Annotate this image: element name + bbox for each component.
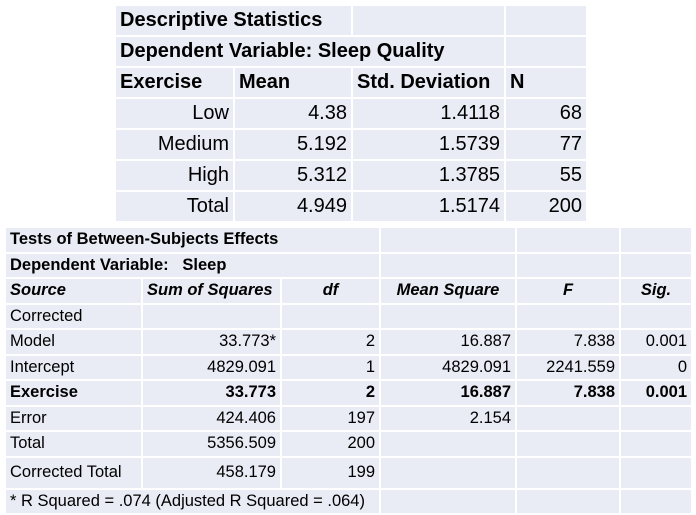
tests-row: Corrected Total 458.179 199 — [6, 456, 693, 490]
tests-ss: 458.179 — [142, 456, 282, 490]
tests-title: Tests of Between-Subjects Effects — [6, 228, 381, 254]
corrected-label: Corrected — [6, 303, 143, 330]
tests-ms: 16.887 — [380, 329, 517, 356]
tests-f — [516, 456, 621, 490]
tests-df: 197 — [281, 405, 381, 432]
desc-sd: 1.5174 — [352, 191, 506, 223]
desc-n: 55 — [505, 160, 588, 192]
desc-level: High — [116, 160, 235, 192]
desc-n: 77 — [505, 129, 588, 161]
tests-ss: 33.773 — [142, 380, 282, 407]
tests-ss: 5356.509 — [142, 431, 282, 458]
tests-header-ms: Mean Square — [380, 278, 517, 305]
desc-title: Descriptive Statistics — [116, 6, 353, 37]
tests-row: Exercise 33.773 2 16.887 7.838 0.001 — [6, 380, 693, 407]
tests-row: Total 5356.509 200 — [6, 431, 693, 458]
desc-n: 68 — [505, 98, 588, 130]
desc-mean: 4.949 — [234, 191, 353, 223]
tests-ms — [380, 431, 517, 458]
desc-level: Total — [116, 191, 235, 223]
tests-ms: 16.887 — [380, 380, 517, 407]
desc-row: Low 4.38 1.4118 68 — [116, 98, 588, 130]
tests-sig — [620, 405, 693, 432]
tests-df: 2 — [281, 380, 381, 407]
tests-ss: 4829.091 — [142, 354, 282, 381]
desc-level: Medium — [116, 129, 235, 161]
tests-dependent-variable: Dependent Variable: Sleep — [6, 252, 381, 279]
tests-row: Error 424.406 197 2.154 — [6, 405, 693, 432]
desc-mean: 5.312 — [234, 160, 353, 192]
desc-level: Low — [116, 98, 235, 130]
tests-header-f: F — [516, 278, 621, 305]
tests-sig — [620, 456, 693, 490]
desc-row: Medium 5.192 1.5739 77 — [116, 129, 588, 161]
tests-df: 2 — [281, 329, 381, 356]
tests-source: Model — [6, 329, 143, 356]
tests-f — [516, 431, 621, 458]
tests-df: 1 — [281, 354, 381, 381]
desc-n: 200 — [505, 191, 588, 223]
tests-sig: 0.001 — [620, 329, 693, 356]
desc-sd: 1.4118 — [352, 98, 506, 130]
tests-ss: 424.406 — [142, 405, 282, 432]
tests-source: Corrected Total — [6, 456, 143, 490]
tests-row: Intercept 4829.091 1 4829.091 2241.559 0 — [6, 354, 693, 381]
desc-header-exercise: Exercise — [116, 67, 235, 99]
tests-source: Error — [6, 405, 143, 432]
tests-sig — [620, 431, 693, 458]
desc-header-sd: Std. Deviation — [352, 67, 506, 99]
desc-sd: 1.3785 — [352, 160, 506, 192]
descriptive-statistics-table: Descriptive Statistics Dependent Variabl… — [116, 6, 588, 223]
desc-mean: 5.192 — [234, 129, 353, 161]
tests-ms: 4829.091 — [380, 354, 517, 381]
desc-row: Total 4.949 1.5174 200 — [116, 191, 588, 223]
tests-source: Intercept — [6, 354, 143, 381]
tests-ms — [380, 456, 517, 490]
tests-sig: 0 — [620, 354, 693, 381]
tests-header-df: df — [281, 278, 381, 305]
desc-sd: 1.5739 — [352, 129, 506, 161]
tests-df: 200 — [281, 431, 381, 458]
between-subjects-effects-table: Tests of Between-Subjects Effects Depend… — [6, 228, 693, 515]
tests-source: Total — [6, 431, 143, 458]
tests-header-ss: Sum of Squares — [142, 278, 282, 305]
tests-f: 2241.559 — [516, 354, 621, 381]
desc-mean: 4.38 — [234, 98, 353, 130]
tests-df: 199 — [281, 456, 381, 490]
tests-footnote: * R Squared = .074 (Adjusted R Squared =… — [6, 488, 381, 515]
tests-header-sig: Sig. — [620, 278, 693, 305]
tests-ms: 2.154 — [380, 405, 517, 432]
tests-row: Model 33.773* 2 16.887 7.838 0.001 — [6, 329, 693, 356]
tests-sig: 0.001 — [620, 380, 693, 407]
tests-ss: 33.773* — [142, 329, 282, 356]
tests-header-source: Source — [6, 278, 143, 305]
tests-f: 7.838 — [516, 380, 621, 407]
desc-header-mean: Mean — [234, 67, 353, 99]
tests-source: Exercise — [6, 380, 143, 407]
tests-f — [516, 405, 621, 432]
desc-row: High 5.312 1.3785 55 — [116, 160, 588, 192]
desc-header-n: N — [505, 67, 588, 99]
tests-f: 7.838 — [516, 329, 621, 356]
desc-dependent-variable: Dependent Variable: Sleep Quality — [116, 36, 506, 68]
